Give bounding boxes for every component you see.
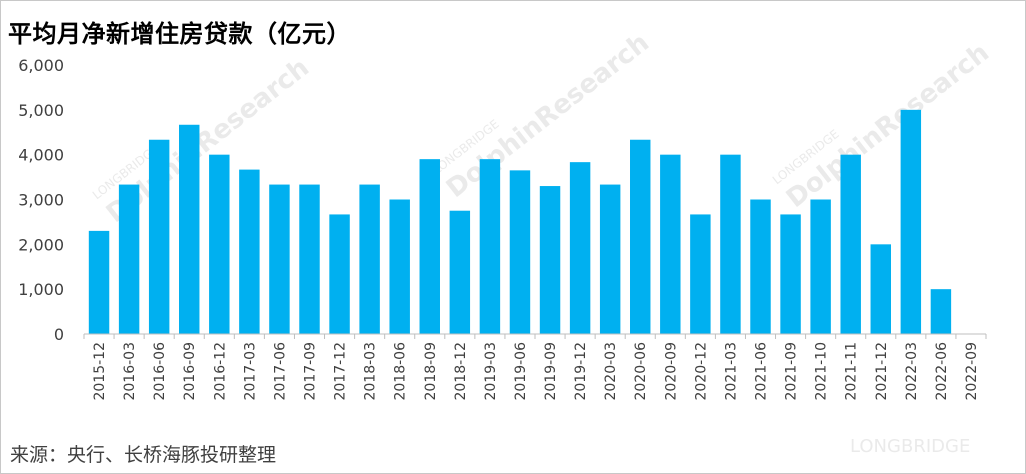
bar-2017-12 [329, 214, 350, 334]
bar-2017-03 [239, 169, 260, 334]
x-tick-label: 2020-06 [633, 342, 649, 401]
x-axis: 2015-12 2016-03 2016-06 2016-09 2016-12 2017-… [83, 333, 987, 401]
x-tick-label: 2020-03 [603, 342, 619, 401]
x-tick-label: 2016-09 [182, 342, 198, 401]
x-tick-label: 2019-03 [483, 342, 499, 401]
bar-2016-03 [118, 184, 140, 334]
bar-2016-06 [148, 139, 170, 334]
bar-2021-09 [780, 214, 801, 334]
bar-2021-11 [840, 154, 861, 334]
y-tick-label: 2,000 [18, 235, 64, 254]
x-tick-label: 2015-12 [92, 342, 108, 401]
bar-2020-06 [630, 139, 651, 334]
x-tick-label: 2022-03 [904, 342, 920, 401]
y-tick-label: 3,000 [18, 191, 64, 210]
bar-2017-06 [269, 184, 290, 334]
bar-2020-03 [599, 184, 621, 334]
y-tick-label: 0 [54, 325, 64, 344]
bar-series [88, 109, 952, 334]
x-tick-label: 2019-06 [513, 342, 529, 401]
x-tick-label: 2021-06 [754, 342, 770, 401]
x-tick-label: 2016-06 [152, 342, 168, 401]
x-tick-label: 2021-10 [814, 342, 830, 401]
bar-2016-09 [179, 124, 200, 334]
x-tick-label: 2020-12 [693, 342, 709, 401]
x-tick-label: 2021-12 [874, 342, 890, 401]
bar-2018-12 [449, 210, 471, 334]
x-tick-label: 2018-03 [363, 342, 379, 401]
bar-2015-12 [88, 230, 110, 334]
bar-2021-10 [810, 199, 831, 334]
y-tick-label: 1,000 [18, 280, 64, 299]
y-tick-label: 6,000 [18, 56, 64, 75]
y-tick-label: 5,000 [18, 101, 64, 120]
x-tick-label: 2021-09 [784, 342, 800, 401]
x-tick-label: 2016-12 [212, 342, 228, 401]
watermark-brand: DolphinResearch [781, 38, 995, 214]
watermark-brand: DolphinResearch [441, 28, 655, 204]
bar-2018-06 [389, 199, 410, 334]
x-tick-label: 2022-06 [934, 342, 950, 401]
bar-2018-03 [359, 184, 380, 334]
bar-2017-09 [299, 184, 320, 334]
chart-title: 平均月净新增住房贷款（亿元） [8, 20, 351, 48]
x-tick-label: 2019-12 [573, 342, 589, 401]
x-tick-label: 2018-09 [423, 342, 439, 401]
x-tick-label: 2020-09 [663, 342, 679, 401]
bar-2022-03 [900, 109, 922, 334]
source-note: 来源：央行、长桥海豚投研整理 [10, 444, 277, 466]
bar-2020-12 [690, 214, 711, 334]
x-tick-label: 2021-11 [844, 342, 860, 401]
bar-2019-06 [509, 170, 531, 334]
bar-2021-06 [750, 199, 771, 334]
y-tick-label: 4,000 [18, 146, 64, 165]
bar-2019-03 [479, 159, 501, 334]
bar-2022-06 [930, 289, 952, 334]
bar-2019-12 [569, 162, 591, 334]
x-tick-label: 2017-06 [272, 342, 288, 401]
bar-2021-12 [870, 244, 891, 334]
bar-2016-12 [209, 154, 230, 334]
watermark-logo-bottom: LONGBRIDGE [850, 436, 970, 457]
bar-2021-03 [720, 154, 741, 334]
x-tick-label: 2017-12 [333, 342, 349, 401]
bar-2018-09 [419, 159, 440, 334]
bar-2020-09 [660, 154, 681, 334]
x-tick-label: 2022-09 [964, 342, 980, 401]
x-tick-label: 2017-03 [242, 342, 258, 401]
x-tick-label: 2017-09 [303, 342, 319, 401]
x-tick-label: 2018-12 [453, 342, 469, 401]
x-tick-label: 2018-06 [393, 342, 409, 401]
x-tick-label: 2016-03 [122, 342, 138, 401]
bar-2019-09 [539, 186, 561, 334]
x-tick-label: 2019-09 [543, 342, 559, 401]
y-axis: 0 1,000 2,000 3,000 4,000 5,000 6,000 [18, 56, 64, 344]
x-tick-label: 2021-03 [723, 342, 739, 401]
